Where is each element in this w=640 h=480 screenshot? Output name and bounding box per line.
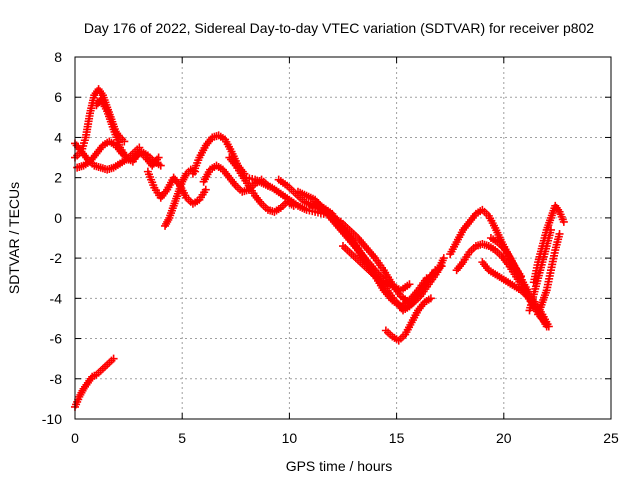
x-tick-label: 5 (178, 430, 186, 446)
x-tick-label: 25 (603, 430, 619, 446)
series-arc-5 (92, 95, 163, 170)
series-arc-1 (71, 354, 118, 411)
y-tick-label: 6 (54, 89, 62, 105)
x-tick-label: 20 (496, 430, 512, 446)
series-arc-11 (242, 173, 328, 218)
data-point (439, 254, 448, 263)
data-point (120, 137, 129, 146)
data-point (546, 225, 555, 234)
data-point (405, 280, 414, 289)
data-point (426, 294, 435, 303)
plot-frame (74, 56, 612, 420)
series-arc-18 (392, 262, 446, 315)
axis-ticks (74, 56, 612, 420)
y-tick-label: 8 (54, 49, 62, 65)
data-point (555, 229, 564, 238)
data-point (559, 217, 568, 226)
data-point (154, 153, 163, 162)
y-tick-label: 0 (54, 210, 62, 226)
data-point (156, 161, 165, 170)
x-tick-labels: 0 5 10 15 20 25 (71, 430, 619, 446)
data-point (437, 262, 446, 271)
data-point (109, 354, 118, 363)
y-tick-label: -8 (50, 371, 63, 387)
y-axis-label: SDTVAR / TECUs (6, 182, 22, 294)
grid-lines (75, 57, 611, 419)
data-point (201, 185, 210, 194)
y-tick-label: -2 (50, 250, 63, 266)
series-arc-17 (381, 294, 435, 345)
x-axis-label: GPS time / hours (286, 458, 393, 474)
x-tick-label: 15 (389, 430, 405, 446)
chart-title: Day 176 of 2022, Sidereal Day-to-day VTE… (84, 20, 594, 36)
y-tick-label: 4 (54, 129, 62, 145)
data-point (544, 322, 553, 331)
x-tick-label: 10 (282, 430, 298, 446)
y-tick-label: -6 (50, 331, 63, 347)
y-tick-label: 2 (54, 170, 62, 186)
y-tick-label: -4 (50, 290, 63, 306)
series-arc-24 (534, 229, 564, 319)
series-arc-8 (188, 131, 249, 178)
y-tick-label: -10 (42, 411, 62, 427)
data-points (71, 85, 568, 411)
x-tick-label: 0 (71, 430, 79, 446)
series-arc-25 (525, 225, 555, 315)
y-tick-labels: -10 -8 -6 -4 -2 0 2 4 6 8 (42, 49, 62, 427)
